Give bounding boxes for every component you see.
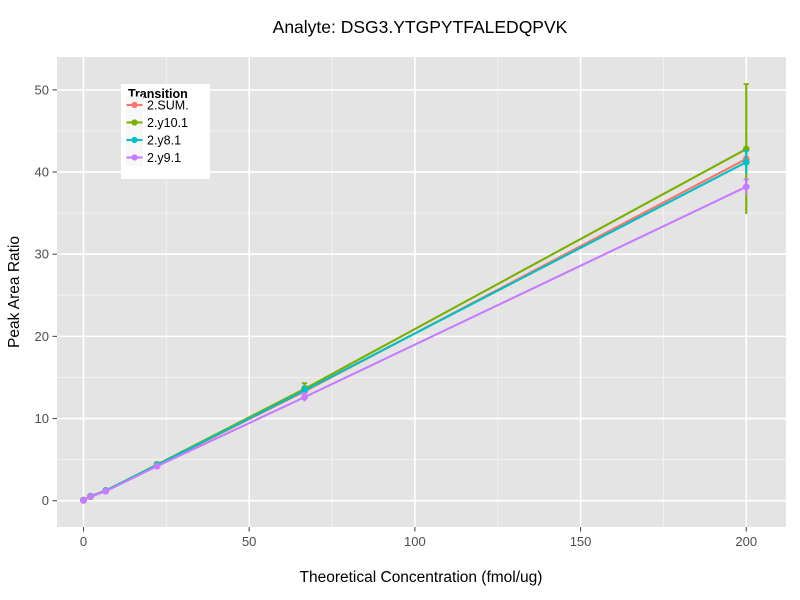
data-point — [301, 393, 308, 401]
y-axis-tick-labels: 0 10 20 30 40 50 — [35, 82, 49, 508]
data-point — [102, 487, 110, 495]
legend-item-label: 2.y8.1 — [147, 134, 181, 148]
data-point — [87, 493, 94, 501]
y-tick-label: 0 — [42, 493, 49, 508]
data-point — [742, 158, 750, 166]
legend-item-label: 2.y9.1 — [147, 151, 181, 165]
legend-item-label: 2.y10.1 — [147, 116, 188, 130]
legend[interactable]: Transition 2.SUM.2.y10.12.y8.12.y9.1 — [121, 84, 210, 179]
x-tick-label: 100 — [404, 534, 426, 549]
y-axis-title: Peak Area Ratio — [6, 236, 23, 348]
legend-entries: 2.SUM. 2.y10.1 2.y8.1 2.y9.1 — [126, 96, 189, 166]
x-axis-title: Theoretical Concentration (fmol/ug) — [300, 569, 543, 586]
data-series-group — [80, 83, 750, 504]
data-point — [742, 183, 750, 191]
axis-ticks — [52, 89, 747, 532]
x-tick-label: 0 — [80, 534, 87, 549]
y-tick-label: 50 — [35, 82, 49, 97]
y-tick-label: 40 — [35, 165, 49, 180]
x-tick-label: 150 — [570, 534, 592, 549]
legend-point-swatch — [131, 119, 138, 126]
legend-point-swatch — [131, 154, 138, 161]
legend-point-swatch — [131, 136, 138, 144]
legend-point-swatch — [131, 101, 138, 109]
data-series — [80, 178, 750, 504]
legend-item-label: 2.SUM. — [147, 99, 189, 113]
x-axis-tick-labels: 0 50 100 150 200 — [80, 534, 757, 549]
y-tick-label: 30 — [35, 247, 49, 262]
data-point — [153, 462, 161, 470]
x-tick-label: 200 — [735, 534, 757, 549]
page-title: Analyte: DSG3.YTGPYTFALEDQPVK — [273, 17, 568, 37]
data-point — [80, 496, 87, 504]
y-tick-label: 10 — [35, 411, 49, 426]
x-tick-label: 50 — [242, 534, 256, 549]
y-tick-label: 20 — [35, 329, 49, 344]
